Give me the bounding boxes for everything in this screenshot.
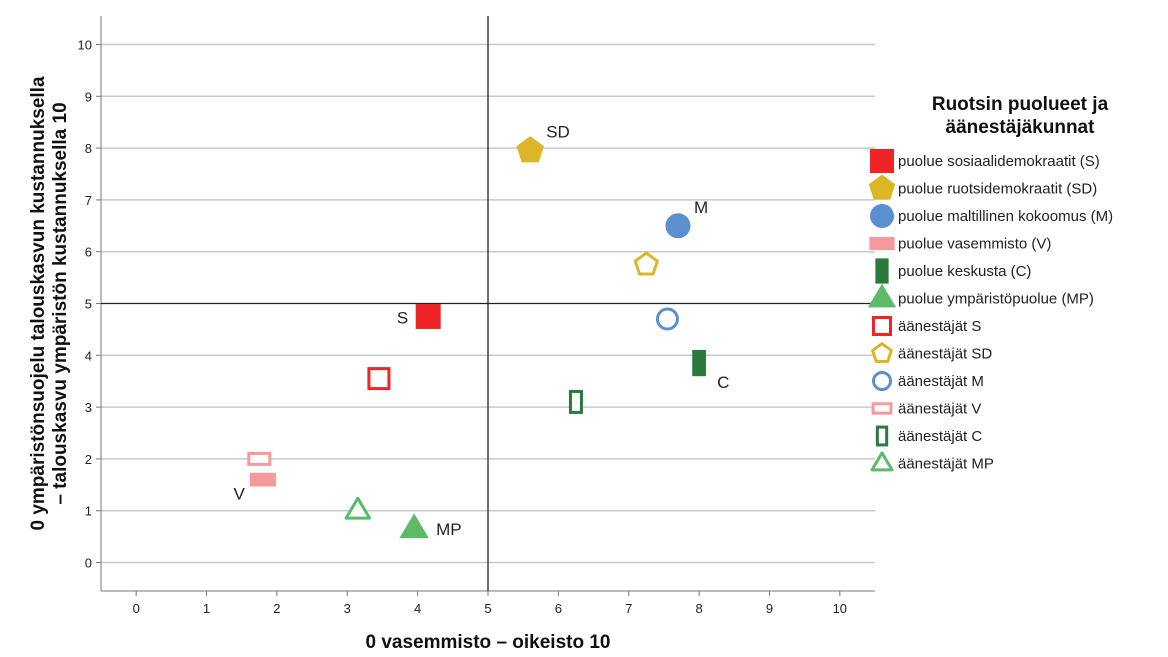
y-tick-label: 2 [85,452,92,467]
legend-entry-label: äänestäjät SD [898,346,992,363]
legend-entry: äänestäjät SD [871,342,992,363]
y-tick-label: 0 [85,556,92,571]
data-point-group [655,307,679,331]
data-point-party [249,472,276,487]
legend-marker [872,316,892,336]
x-tick-label: 6 [555,601,562,616]
legend-entry: puolue sosiaalidemokraatit (S) [870,149,1100,173]
data-point-voters [655,307,679,331]
x-tick-label: 9 [766,601,773,616]
legend-entry-label: äänestäjät S [898,318,981,335]
x-axis-title: 0 vasemmisto – oikeisto 10 [365,632,610,653]
data-point-voters [367,367,391,391]
point-label: S [397,308,408,327]
data-point-party [692,349,706,377]
legend-marker [870,204,894,228]
data-point-group [568,389,583,414]
y-tick-label: 7 [85,193,92,208]
y-tick-label: 9 [85,89,92,104]
data-point-group: M [665,198,708,239]
legend-entry: puolue ruotsidemokraatit (SD) [868,174,1097,200]
data-point-voters [568,389,583,414]
legend-title-line-1: Ruotsin puolueet ja [932,94,1109,115]
legend-entry-label: puolue maltillinen kokoomus (M) [898,208,1113,225]
legend-marker [868,174,896,200]
legend-entry-label: äänestäjät MP [898,456,994,473]
data-point-party [415,303,441,329]
legend-entry-label: puolue ruotsidemokraatit (SD) [898,181,1097,198]
legend-entry: puolue maltillinen kokoomus (M) [870,204,1113,228]
x-tick-label: 5 [484,601,491,616]
y-tick-label: 1 [85,504,92,519]
data-point-party [516,136,545,163]
legend-entry-label: puolue sosiaalidemokraatit (S) [898,153,1100,170]
y-tick-label: 10 [78,37,92,52]
point-label: M [694,198,708,217]
legend-entry: äänestäjät MP [870,451,994,473]
y-tick-label: 8 [85,141,92,156]
legend-marker [871,342,893,363]
data-point-group: S [397,303,441,329]
legend-title-line-2: äänestäjäkunnat [946,117,1096,138]
legend-entry-label: äänestäjät M [898,373,984,390]
data-point-voters [247,451,272,466]
legend-entry-label: äänestäjät C [898,428,982,445]
x-tick-label: 3 [344,601,351,616]
data-point-group [247,451,272,466]
legend-entry: äänestäjät C [875,425,982,447]
legend-entry-label: puolue vasemmisto (V) [898,236,1051,253]
data-points: S SD M V C MP [233,123,729,539]
data-point-group: V [233,472,276,504]
legend-marker [870,149,894,173]
legend-marker [867,283,897,308]
y-tick-label: 4 [85,348,92,363]
data-point-group: C [692,349,729,392]
legend-marker [869,236,895,251]
legend-entry: äänestäjät V [871,401,981,418]
y-axis-title-line-1: 0 ympäristönsuojelu talouskasvun kustann… [28,76,49,530]
data-point-party [665,213,691,239]
x-tick-label: 7 [625,601,632,616]
x-tick-label: 2 [273,601,280,616]
legend-entry: puolue vasemmisto (V) [869,236,1051,253]
legend-entry-label: puolue keskusta (C) [898,263,1031,280]
y-tick-label: 3 [85,400,92,415]
data-point-group: MP [399,513,462,539]
x-tick-label: 1 [203,601,210,616]
point-label: SD [546,123,570,142]
y-tick-label: 6 [85,245,92,260]
data-point-voters [633,251,659,276]
legend-entry-label: äänestäjät V [898,401,981,418]
x-tick-label: 10 [833,601,847,616]
y-axis-title-line-2: – talouskasvu ympäristön kustannuksella … [50,102,71,504]
data-point-voters [344,496,372,520]
axes: 0 1 2 3 4 5 6 7 8 9 10 0 1 2 3 4 5 6 7 8 9 10 0 vasemmisto – o… [28,16,875,653]
legend-entry: puolue ympäristöpuolue (MP) [867,283,1094,308]
x-tick-label: 8 [695,601,702,616]
x-tick-label: 4 [414,601,421,616]
point-label: V [233,485,245,504]
legend-entry-label: puolue ympäristöpuolue (MP) [898,291,1094,308]
point-label: MP [436,520,462,539]
data-point-group [633,251,659,276]
legend-marker [871,402,893,415]
point-label: C [717,373,729,392]
legend-marker [870,451,894,472]
legend-entry: äänestäjät S [872,316,981,336]
legend-marker [872,371,892,391]
data-point-party [399,513,429,539]
y-axis-title: 0 ympäristönsuojelu talouskasvun kustann… [28,76,71,530]
legend-marker [875,425,889,447]
data-point-group [367,367,391,391]
data-point-group [344,496,372,520]
x-tick-label: 0 [133,601,140,616]
y-tick-label: 5 [85,297,92,312]
legend-marker [875,258,889,284]
legend-entry: puolue keskusta (C) [875,258,1031,284]
data-point-group: SD [516,123,570,163]
legend-entry: äänestäjät M [872,371,984,391]
